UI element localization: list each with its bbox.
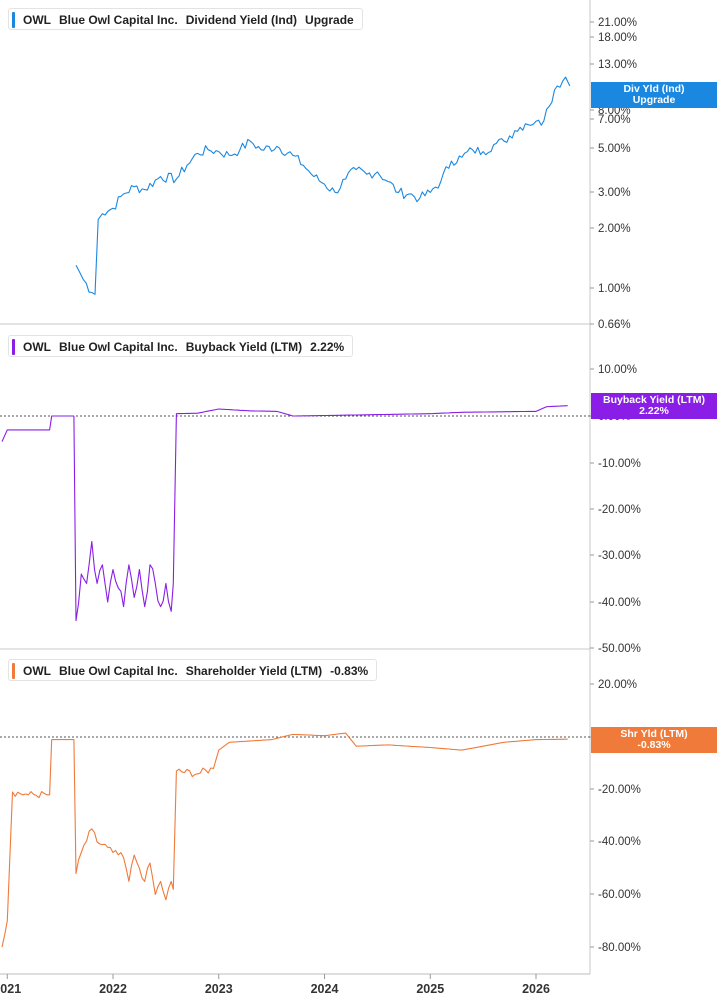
- buyback-legend-swatch: [12, 339, 15, 355]
- y-tick-label: -80.00%: [598, 942, 641, 954]
- buyback-legend[interactable]: OWL Blue Owl Capital Inc. Buyback Yield (L…: [8, 335, 354, 357]
- flag-value: 2.22%: [639, 405, 669, 417]
- y-tick-label: 10.00%: [598, 364, 637, 376]
- y-tick-label: -10.00%: [598, 458, 641, 470]
- legend-metric: Buyback Yield (LTM): [185, 340, 303, 354]
- y-tick-label: 7.00%: [598, 114, 631, 126]
- shareholder-value-flag: Shr Yld (LTM) -0.83%: [591, 727, 717, 753]
- flag-label: Div Yld (Ind): [623, 83, 685, 95]
- x-tick-label: 2021: [0, 982, 21, 996]
- y-tick-label: 2.00%: [598, 223, 631, 235]
- legend-company: Blue Owl Capital Inc.: [59, 13, 178, 27]
- y-tick-label: 20.00%: [598, 679, 637, 691]
- dividend-value-flag: Div Yld (Ind) Upgrade: [591, 82, 717, 108]
- flag-value: Upgrade: [632, 94, 676, 106]
- y-tick-label: 0.66%: [598, 319, 631, 331]
- shareholder-yield-line: [1, 732, 568, 948]
- y-tick-label: 3.00%: [598, 187, 631, 199]
- legend-value[interactable]: Upgrade: [305, 13, 354, 27]
- y-tick-label: 21.00%: [598, 17, 637, 29]
- legend-ticker: OWL: [23, 664, 51, 678]
- buyback-value-flag: Buyback Yield (LTM) 2.22%: [591, 393, 717, 419]
- shareholder-legend-swatch: [12, 663, 15, 679]
- dividend-yield-line: [75, 76, 571, 295]
- y-tick-label: 18.00%: [598, 32, 637, 44]
- flag-value: -0.83%: [637, 739, 671, 751]
- flag-label: Shr Yld (LTM): [620, 728, 688, 740]
- y-tick-label: 1.00%: [598, 283, 631, 295]
- dividend-legend-swatch: [12, 12, 15, 28]
- y-tick-label: 5.00%: [598, 143, 631, 155]
- x-tick-label: 2022: [99, 982, 127, 996]
- x-tick-label: 2023: [205, 982, 233, 996]
- legend-value: 2.22%: [310, 340, 345, 354]
- x-tick-label: 2024: [311, 982, 339, 996]
- legend-value: -0.83%: [330, 664, 369, 678]
- series-layer: [1, 76, 571, 948]
- buyback-yield-line: [1, 405, 568, 622]
- legend-ticker: OWL: [23, 340, 51, 354]
- flag-label: Buyback Yield (LTM): [603, 394, 705, 406]
- y-tick-label: -30.00%: [598, 550, 641, 562]
- y-tick-label: -20.00%: [598, 784, 641, 796]
- y-tick-label: -60.00%: [598, 889, 641, 901]
- y-tick-label: -40.00%: [598, 836, 641, 848]
- legend-company: Blue Owl Capital Inc.: [59, 664, 178, 678]
- x-tick-label: 2025: [416, 982, 444, 996]
- chart-frame: [0, 0, 591, 975]
- y-tick-label: -40.00%: [598, 597, 641, 609]
- y-tick-label: -20.00%: [598, 504, 641, 516]
- dividend-legend[interactable]: OWL Blue Owl Capital Inc. Dividend Yield (…: [8, 8, 363, 30]
- y-tick-layer: 21.00% 18.00% 13.00% 8.00%7.00% 5.00% 3.00% 2.…: [590, 17, 641, 954]
- legend-company: Blue Owl Capital Inc.: [59, 340, 178, 354]
- y-tick-label: 13.00%: [598, 59, 637, 71]
- x-tick-layer: 2021 2022 2023 2024 2025 2026: [0, 974, 550, 996]
- y-tick-label: -50.00%: [598, 643, 641, 655]
- y-tick-label: 8.00%: [598, 105, 631, 117]
- x-tick-label: 2026: [522, 982, 550, 996]
- shareholder-legend[interactable]: OWL Blue Owl Capital Inc. Shareholder Yiel…: [8, 659, 378, 681]
- legend-ticker: OWL: [23, 13, 51, 27]
- legend-metric: Dividend Yield (Ind): [185, 13, 298, 27]
- legend-metric: Shareholder Yield (LTM): [185, 664, 323, 678]
